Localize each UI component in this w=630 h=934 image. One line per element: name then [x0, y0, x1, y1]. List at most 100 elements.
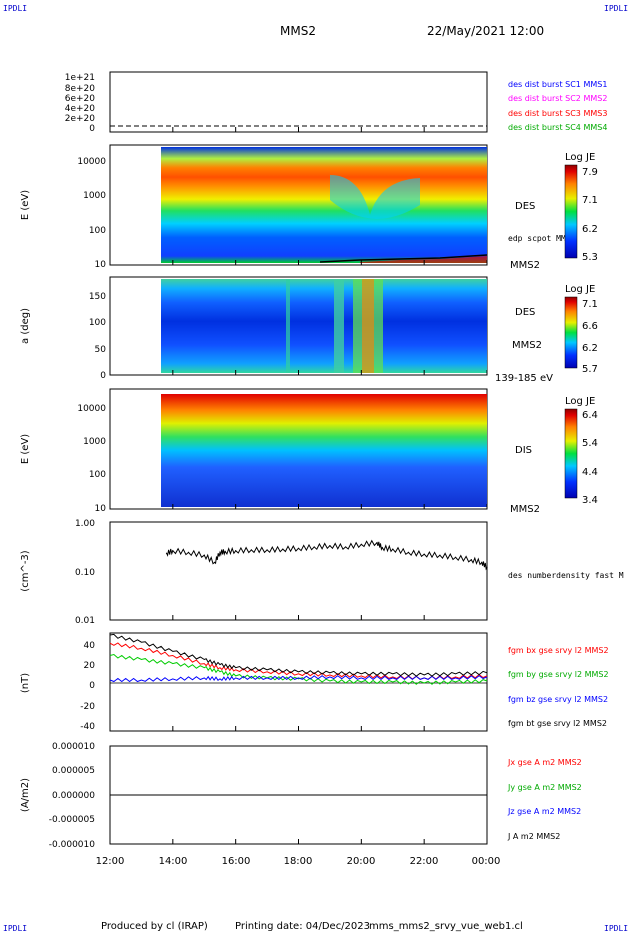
bfield-series — [109, 633, 488, 685]
panel3-instrument: DES — [515, 307, 535, 318]
bfield-line-bz — [109, 675, 488, 683]
colorbar-des-energy — [564, 164, 578, 259]
footer-printing-date: Printing date: 04/Dec/2023 — [235, 921, 370, 932]
bfield-line-bt — [109, 633, 488, 677]
panel5-series-label: des numberdensity fast M — [508, 571, 624, 580]
panel6-ylabel: (nT) — [20, 673, 31, 693]
colorbar3-title: Log JE — [565, 396, 595, 407]
colorbar3-tick: 5.4 — [582, 438, 598, 449]
panel2-ytick: 1000 — [83, 191, 106, 201]
colorbar3-ticks: 6.4 5.4 4.4 3.4 — [582, 410, 598, 506]
density-point — [266, 549, 268, 551]
colorbar2-tick: 6.6 — [582, 321, 598, 332]
density-point — [187, 551, 190, 553]
density-point — [297, 547, 300, 549]
panel-des-pitch: 150 100 50 0 a (deg) DES MMS2 139-185 eV… — [20, 276, 598, 384]
legend-bx: fgm bx gse srvy l2 MMS2 — [508, 646, 609, 655]
legend-jx: Jx gse A m2 MMS2 — [507, 758, 582, 767]
density-point — [235, 550, 237, 552]
panel2-ylabel: E (eV) — [20, 190, 31, 220]
panel5-ytick: 0.10 — [75, 568, 95, 578]
panel3-y-ticks: 150 100 50 0 — [89, 292, 106, 381]
colorbar3-tick: 4.4 — [582, 467, 598, 478]
colorbar1-ticks: 7.9 7.1 6.2 5.3 — [582, 167, 598, 263]
density-point — [381, 547, 383, 549]
xtick: 12:00 — [96, 856, 125, 867]
colorbar1-tick: 5.3 — [582, 252, 598, 263]
panel5-ytick: 1.00 — [75, 519, 95, 529]
scpot-line — [319, 254, 488, 263]
header-date: 22/May/2021 12:00 — [427, 24, 544, 38]
dis-energy-spectrogram — [161, 394, 487, 507]
panel-dis-energy: 10000 1000 100 10 E (eV) DIS MMS2 Log JE… — [20, 388, 598, 515]
density-point — [203, 554, 205, 556]
panel-density: 1.00 0.10 0.01 (cm^-3) des numberdensity… — [20, 519, 624, 626]
panel6-ytick: 40 — [84, 641, 96, 651]
panel5-frame — [109, 521, 488, 621]
panel7-ytick: -0.000010 — [49, 840, 95, 850]
xtick: 00:00 — [472, 856, 501, 867]
panel7-ytick: 0.000010 — [52, 742, 95, 752]
footer-produced: Produced by cl (IRAP) — [101, 921, 208, 932]
corner-label-top-right: IPDLI — [604, 4, 628, 13]
panel2-ytick: 10 — [95, 260, 107, 270]
legend-mms1: des dist burst SC1 MMS1 — [508, 80, 607, 89]
panel7-y-ticks: 0.000010 0.000005 0.000000 -0.000005 -0.… — [49, 742, 95, 850]
density-point — [172, 550, 174, 552]
panel4-ylabel: E (eV) — [20, 434, 31, 464]
panel3-ytick: 150 — [89, 292, 106, 302]
colorbar1-tick: 7.1 — [582, 195, 598, 206]
panel1-legend: des dist burst SC1 MMS1 des dist burst S… — [508, 80, 607, 132]
density-point — [360, 543, 362, 545]
density-point — [250, 549, 252, 551]
density-point — [454, 556, 457, 558]
density-point — [407, 551, 410, 553]
panel6-y-ticks: 40 20 0 -20 -40 — [80, 641, 95, 732]
panel3-ytick: 0 — [100, 371, 106, 381]
panel5-ytick: 0.01 — [75, 616, 95, 626]
density-point — [313, 546, 315, 548]
density-point — [481, 561, 483, 563]
density-point — [376, 541, 378, 544]
panel4-ytick: 100 — [89, 470, 106, 480]
panel2-ytick: 10000 — [77, 157, 106, 167]
xtick: 14:00 — [159, 856, 188, 867]
colorbar-dis-energy — [564, 408, 578, 499]
colorbar3-tick: 6.4 — [582, 410, 598, 421]
legend-mms4: des dist burst SC4 MMS4 — [508, 123, 607, 132]
density-point — [214, 561, 216, 563]
colorbar1-title: Log JE — [565, 152, 595, 163]
density-point — [282, 548, 284, 550]
legend-bt: fgm bt gse srvy l2 MMS2 — [508, 719, 607, 728]
panel2-ytick: 100 — [89, 226, 106, 236]
colorbar-des-pitch — [564, 296, 578, 369]
panel5-y-ticks: 1.00 0.10 0.01 — [75, 519, 95, 626]
colorbar2-tick: 5.7 — [582, 364, 598, 375]
panel6-ytick: -20 — [80, 702, 95, 712]
des-energy-dip — [330, 175, 420, 219]
footer-filename: mms_mms2_srvy_vue_web1.cl — [369, 921, 523, 932]
corner-label-bottom-left: IPDLI — [3, 924, 27, 933]
panel6-ytick: 0 — [89, 681, 95, 691]
colorbar2-title: Log JE — [565, 284, 595, 295]
xtick: 20:00 — [347, 856, 376, 867]
colorbar1-tick: 7.9 — [582, 167, 598, 178]
panel4-y-ticks: 10000 1000 100 10 — [77, 404, 106, 514]
panel5-ylabel: (cm^-3) — [20, 550, 31, 591]
panel7-ytick: 0.000000 — [52, 791, 95, 801]
x-axis: 12:00 14:00 16:00 18:00 20:00 22:00 00:0… — [96, 856, 501, 867]
xtick: 16:00 — [222, 856, 251, 867]
panel1-y-ticks: 1e+21 8e+20 6e+20 4e+20 2e+20 0 — [65, 73, 96, 134]
des-pitch-spectrogram — [161, 279, 487, 373]
panel-des-energy: 10000 1000 100 10 E (eV) DES edp scpot M… — [20, 144, 598, 271]
panel4-ytick: 10000 — [77, 404, 106, 414]
density-point — [219, 551, 221, 553]
density-point — [439, 554, 441, 556]
header-spacecraft: MMS2 — [280, 24, 316, 38]
panel3-sc-label: MMS2 — [512, 340, 542, 351]
panel1-ytick: 0 — [89, 124, 95, 134]
density-point — [329, 544, 331, 547]
density-point — [345, 546, 347, 548]
legend-mms2: des dist burst SC2 MMS2 — [508, 94, 607, 103]
panel6-legend: fgm bx gse srvy l2 MMS2 fgm by gse srvy … — [508, 646, 609, 728]
